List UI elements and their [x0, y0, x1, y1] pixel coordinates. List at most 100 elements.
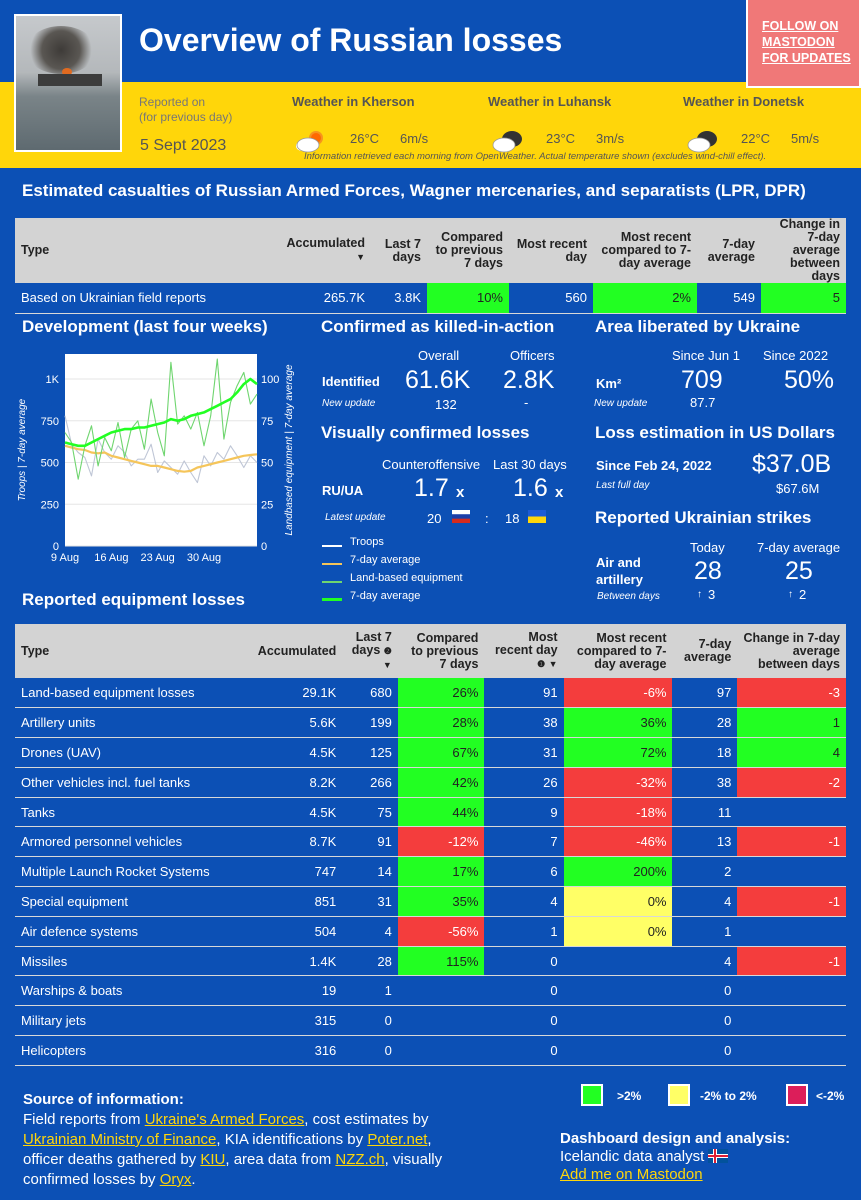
cell-compared: 17%: [397, 856, 485, 888]
link-poter[interactable]: Poter.net: [367, 1131, 428, 1148]
weather-temp: 23°C: [546, 131, 576, 146]
cell-change: [737, 975, 846, 1007]
col-type[interactable]: Type: [15, 218, 253, 283]
cell-compared: 28%: [397, 707, 485, 739]
col-compared[interactable]: Compared to previous 7 days: [427, 218, 509, 283]
col-accumulated[interactable]: Accumulated: [223, 624, 343, 678]
cell-avg: 4: [672, 946, 738, 977]
cell-recent-compared: 0%: [563, 886, 673, 917]
col-recent-compared[interactable]: Most recent compared to 7-day average: [563, 624, 673, 678]
link-oryx[interactable]: Oryx: [159, 1171, 192, 1188]
col-recent[interactable]: Most recent day ❶ ▼: [484, 624, 564, 678]
weather-note: Information retrieved each morning from …: [304, 151, 767, 162]
col-recent[interactable]: Most recent day: [509, 218, 593, 283]
kia-col-overall: Overall: [418, 348, 460, 363]
legend-troops-avg-line: [322, 563, 342, 565]
area-update-label: New update: [594, 398, 648, 409]
cell-accumulated: 5.6K: [223, 707, 343, 739]
col-type[interactable]: Type: [15, 624, 224, 678]
reported-label: Reported on (for previous day): [139, 95, 232, 125]
cell-recent-compared: 2%: [593, 283, 697, 314]
cell-avg: 28: [672, 707, 738, 739]
cell-compared: 35%: [397, 886, 485, 917]
cell-change: [737, 916, 846, 947]
visual-ru-count: 20: [427, 511, 442, 526]
link-ministry[interactable]: Ukrainian Ministry of Finance: [23, 1131, 217, 1148]
kia-update-officers: -: [524, 395, 529, 410]
help-icon[interactable]: ❷: [383, 645, 392, 656]
col-avg[interactable]: 7-day average: [697, 218, 761, 283]
page-title: Overview of Russian losses: [139, 22, 563, 58]
cell-last7: 91: [342, 826, 398, 858]
col-recent-compared[interactable]: Most recent compared to 7-day average: [593, 218, 697, 283]
follow-mastodon-link[interactable]: FOLLOW ON MASTODON FOR UPDATES: [746, 0, 861, 88]
col-change[interactable]: Change in 7-day average between days: [737, 624, 846, 678]
col-change[interactable]: Change in 7-day average between days: [761, 218, 846, 283]
link-armed-forces[interactable]: Ukraine's Armed Forces: [144, 1111, 305, 1128]
cell-avg: 549: [697, 283, 761, 314]
legend-yellow-label: -2% to 2%: [700, 1089, 757, 1103]
table-row: Warships & boats 19 1 0 0: [15, 975, 846, 1007]
kia-update-label: New update: [322, 398, 376, 409]
cell-last7: 199: [342, 707, 398, 739]
legend-equip-avg-line: [322, 598, 342, 601]
visual-x2: x: [555, 484, 564, 501]
source-block: Source of information: Field reports fro…: [23, 1090, 463, 1190]
cell-accumulated: 315: [223, 1005, 343, 1037]
legend-equip-line: [322, 581, 342, 583]
arrow-up-icon: ↑: [697, 589, 702, 600]
cell-avg: 4: [672, 886, 738, 917]
visual-sep: :: [485, 511, 489, 526]
col-last7[interactable]: Last 7 days: [371, 218, 427, 283]
sort-desc-icon: ▼: [548, 659, 558, 669]
link-nzz[interactable]: NZZ.ch: [335, 1151, 385, 1168]
legend-equip-avg: 7-day average: [350, 590, 421, 602]
weather-title: Weather in Kherson: [292, 94, 415, 109]
cell-accumulated: 8.7K: [223, 826, 343, 858]
cell-avg: 97: [672, 678, 738, 709]
table-row: Land-based equipment losses 29.1K 680 26% 91…: [15, 678, 846, 709]
kia-row-label: Identified: [322, 374, 380, 389]
cell-change: -1: [737, 946, 846, 977]
kia-overall: 61.6K: [405, 366, 471, 394]
table-row: Helicopters 316 0 0 0: [15, 1035, 846, 1066]
cell-compared: [397, 1035, 485, 1066]
cell-last7: 75: [342, 797, 398, 828]
legend-green-swatch: [581, 1084, 603, 1106]
visual-v2: 1.6: [513, 474, 548, 502]
cell-type: Land-based equipment losses: [15, 678, 224, 709]
help-icon[interactable]: ❶: [537, 659, 546, 669]
col-compared[interactable]: Compared to previous 7 days: [397, 624, 485, 678]
usd-heading: Loss estimation in US Dollars: [595, 423, 835, 442]
strikes-between-label: Between days: [597, 591, 660, 602]
weather-wind: 6m/s: [400, 131, 429, 146]
cell-compared: 10%: [427, 283, 509, 314]
cell-recent: 1: [484, 916, 564, 947]
weather-title: Weather in Luhansk: [488, 94, 612, 109]
link-kiu[interactable]: KIU: [200, 1151, 226, 1168]
visual-ua-count: 18: [505, 511, 520, 526]
col-accumulated[interactable]: Accumulated ▼: [253, 218, 371, 283]
cell-recent: 26: [484, 767, 564, 798]
cell-type: Helicopters: [15, 1035, 224, 1066]
y-tick-label: 0: [53, 541, 59, 553]
series-line-1: [64, 444, 258, 473]
cell-change: [737, 856, 846, 888]
col-avg[interactable]: 7-day average: [672, 624, 738, 678]
report-date: 5 Sept 2023: [140, 137, 227, 154]
y-axis-label: Troops | 7-day average: [17, 398, 28, 501]
cell-type: Special equipment: [15, 886, 224, 917]
table-row: Special equipment 851 31 35% 4 0% 4 -1: [15, 886, 846, 917]
table-row: Based on Ukrainian field reports 265.7K …: [15, 283, 846, 314]
sort-desc-icon: ▼: [356, 252, 365, 262]
cloud-icon: [492, 131, 522, 153]
y-tick-label: 250: [41, 499, 59, 511]
table-row: Drones (UAV) 4.5K 125 67% 31 72% 18 4: [15, 737, 846, 768]
col-last7[interactable]: Last 7 days ❷ ▼: [342, 624, 398, 678]
legend-troops: Troops: [350, 536, 384, 548]
mastodon-link[interactable]: Add me on Mastodon: [560, 1166, 703, 1183]
weather-title: Weather in Donetsk: [683, 94, 805, 109]
cell-recent: 7: [484, 826, 564, 858]
cell-last7: 0: [342, 1005, 398, 1037]
